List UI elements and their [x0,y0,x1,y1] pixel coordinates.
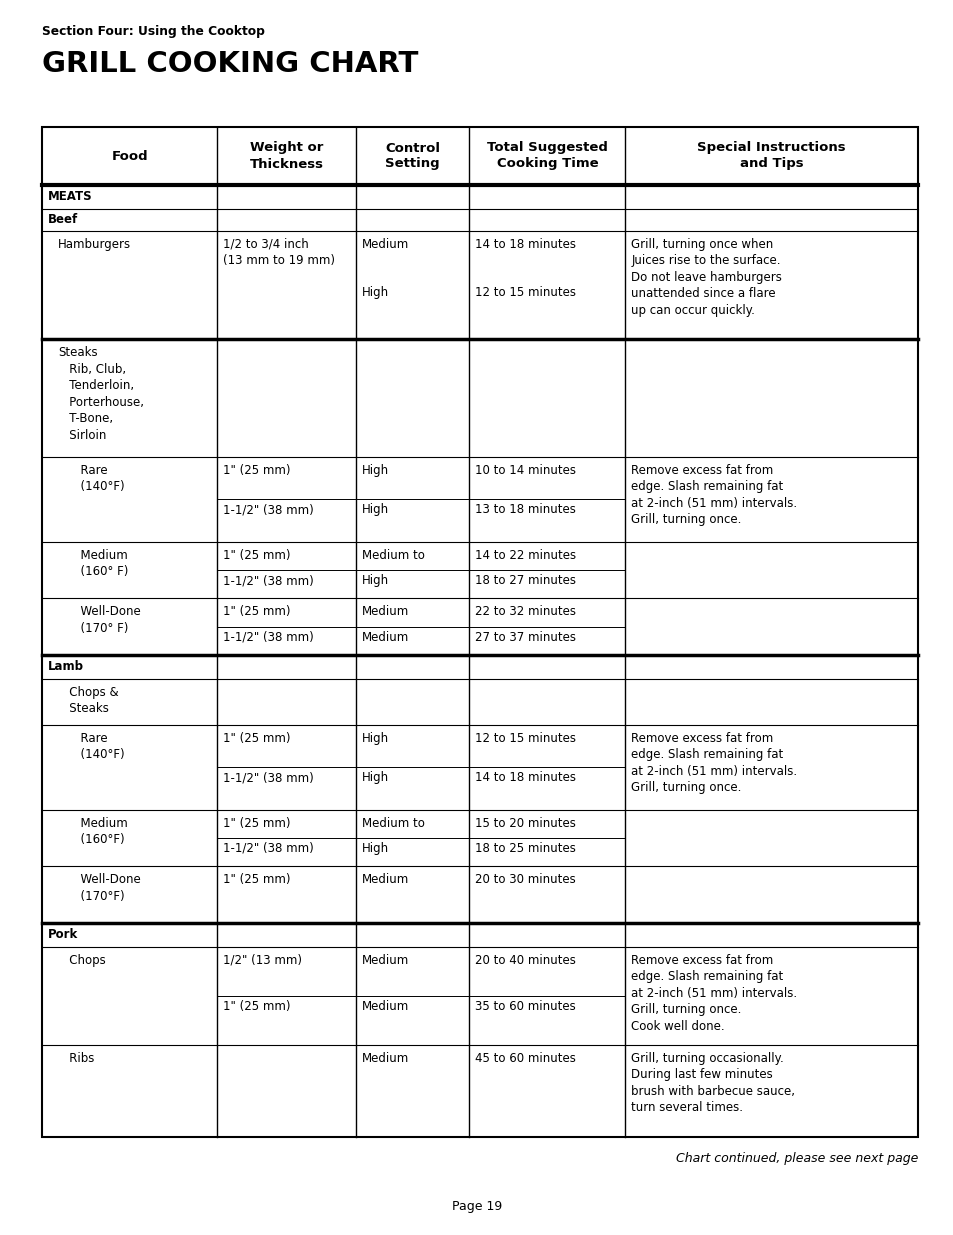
Text: Pork: Pork [48,927,78,941]
Text: 10 to 14 minutes: 10 to 14 minutes [475,464,576,477]
Text: High: High [361,464,388,477]
Text: High: High [361,842,388,855]
Text: Chops &
   Steaks: Chops & Steaks [58,685,118,715]
Text: Weight or
Thickness: Weight or Thickness [249,142,323,170]
Text: Food: Food [112,149,148,163]
Text: 12 to 15 minutes: 12 to 15 minutes [475,285,576,299]
Text: 1/2 to 3/4 inch
(13 mm to 19 mm): 1/2 to 3/4 inch (13 mm to 19 mm) [223,237,335,267]
Text: Medium: Medium [361,237,409,251]
Text: 1/2" (13 mm): 1/2" (13 mm) [223,953,302,967]
Text: Medium: Medium [361,1051,409,1065]
Text: Control
Setting: Control Setting [385,142,439,170]
Text: High: High [361,731,388,745]
Text: High: High [361,285,388,299]
Text: 1-1/2" (38 mm): 1-1/2" (38 mm) [223,771,314,784]
Text: GRILL COOKING CHART: GRILL COOKING CHART [42,49,418,78]
Text: Chops: Chops [58,953,106,967]
Text: High: High [361,504,388,516]
Text: 20 to 40 minutes: 20 to 40 minutes [475,953,576,967]
Text: Steaks
   Rib, Club,
   Tenderloin,
   Porterhouse,
   T-Bone,
   Sirloin: Steaks Rib, Club, Tenderloin, Porterhous… [58,347,144,442]
Text: Total Suggested
Cooking Time: Total Suggested Cooking Time [486,142,607,170]
Text: 14 to 18 minutes: 14 to 18 minutes [475,771,576,784]
Text: Section Four: Using the Cooktop: Section Four: Using the Cooktop [42,25,265,38]
Text: Ribs: Ribs [58,1051,94,1065]
Text: 1" (25 mm): 1" (25 mm) [223,999,291,1013]
Text: Rare
      (140°F): Rare (140°F) [58,731,125,761]
Text: 1" (25 mm): 1" (25 mm) [223,731,291,745]
Text: 12 to 15 minutes: 12 to 15 minutes [475,731,576,745]
Text: Medium: Medium [361,873,409,885]
Text: Remove excess fat from
edge. Slash remaining fat
at 2-inch (51 mm) intervals.
Gr: Remove excess fat from edge. Slash remai… [631,953,797,1032]
Text: 1" (25 mm): 1" (25 mm) [223,464,291,477]
Text: Medium to: Medium to [361,548,424,562]
Text: 1" (25 mm): 1" (25 mm) [223,548,291,562]
Text: 1" (25 mm): 1" (25 mm) [223,873,291,885]
Text: Medium: Medium [361,631,409,643]
Text: 1-1/2" (38 mm): 1-1/2" (38 mm) [223,504,314,516]
Text: 1" (25 mm): 1" (25 mm) [223,605,291,619]
Text: Page 19: Page 19 [452,1200,501,1213]
Text: 18 to 27 minutes: 18 to 27 minutes [475,574,576,587]
Text: 14 to 22 minutes: 14 to 22 minutes [475,548,576,562]
Text: 20 to 30 minutes: 20 to 30 minutes [475,873,576,885]
Text: Lamb: Lamb [48,659,84,673]
Text: 22 to 32 minutes: 22 to 32 minutes [475,605,576,619]
Text: High: High [361,771,388,784]
Text: 15 to 20 minutes: 15 to 20 minutes [475,816,576,830]
Text: Well-Done
      (170° F): Well-Done (170° F) [58,605,141,635]
Text: Special Instructions
and Tips: Special Instructions and Tips [697,142,845,170]
Text: 1-1/2" (38 mm): 1-1/2" (38 mm) [223,842,314,855]
Text: Medium
      (160° F): Medium (160° F) [58,548,129,578]
Text: 45 to 60 minutes: 45 to 60 minutes [475,1051,576,1065]
Text: Hamburgers: Hamburgers [58,237,131,251]
Text: MEATS: MEATS [48,190,92,203]
Text: Medium: Medium [361,605,409,619]
Text: 18 to 25 minutes: 18 to 25 minutes [475,842,576,855]
Text: 1-1/2" (38 mm): 1-1/2" (38 mm) [223,574,314,587]
Text: Rare
      (140°F): Rare (140°F) [58,464,125,494]
Text: Remove excess fat from
edge. Slash remaining fat
at 2-inch (51 mm) intervals.
Gr: Remove excess fat from edge. Slash remai… [631,464,797,526]
Text: Medium to: Medium to [361,816,424,830]
Text: 14 to 18 minutes: 14 to 18 minutes [475,237,576,251]
Text: Medium
      (160°F): Medium (160°F) [58,816,128,846]
Bar [42,127,917,1137]
Text: Well-Done
      (170°F): Well-Done (170°F) [58,873,141,903]
Text: Medium: Medium [361,999,409,1013]
Text: Grill, turning once when
Juices rise to the surface.
Do not leave hamburgers
una: Grill, turning once when Juices rise to … [631,237,781,316]
Text: Medium: Medium [361,953,409,967]
Text: Remove excess fat from
edge. Slash remaining fat
at 2-inch (51 mm) intervals.
Gr: Remove excess fat from edge. Slash remai… [631,731,797,794]
Text: Beef: Beef [48,212,78,226]
Text: 27 to 37 minutes: 27 to 37 minutes [475,631,576,643]
Text: High: High [361,574,388,587]
Text: 13 to 18 minutes: 13 to 18 minutes [475,504,576,516]
Text: 1-1/2" (38 mm): 1-1/2" (38 mm) [223,631,314,643]
Text: Grill, turning occasionally.
During last few minutes
brush with barbecue sauce,
: Grill, turning occasionally. During last… [631,1051,795,1114]
Text: Chart continued, please see next page: Chart continued, please see next page [675,1152,917,1165]
Text: 1" (25 mm): 1" (25 mm) [223,816,291,830]
Text: 35 to 60 minutes: 35 to 60 minutes [475,999,576,1013]
